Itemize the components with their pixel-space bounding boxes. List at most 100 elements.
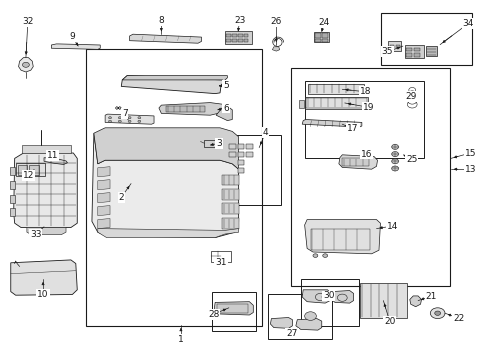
Polygon shape [98,206,110,216]
Bar [381,13,471,65]
Bar [413,48,419,51]
Text: 4: 4 [262,128,268,137]
Bar [204,140,215,147]
Bar [360,283,406,318]
Bar [406,53,411,57]
Bar [395,45,400,48]
Bar [413,53,419,57]
Bar [232,34,236,37]
Text: 9: 9 [69,32,75,41]
Polygon shape [19,58,33,72]
Polygon shape [295,319,321,330]
Polygon shape [11,260,77,295]
Text: 29: 29 [404,92,416,101]
Polygon shape [14,153,77,228]
Polygon shape [304,220,380,254]
Bar [267,294,331,339]
Polygon shape [216,104,232,121]
Text: 31: 31 [215,258,226,266]
Bar [290,68,449,286]
Polygon shape [10,195,15,203]
Text: 2: 2 [118,193,124,202]
Text: 18: 18 [359,87,371,96]
Text: 8: 8 [158,16,164,25]
Circle shape [108,117,111,119]
Polygon shape [409,296,421,307]
Polygon shape [98,180,110,190]
Polygon shape [302,290,331,303]
Polygon shape [92,133,238,238]
Polygon shape [228,144,235,149]
Text: 28: 28 [207,310,219,319]
Bar [404,45,424,58]
Bar [16,163,45,176]
Circle shape [128,117,131,119]
Text: 6: 6 [223,104,228,112]
Polygon shape [330,291,353,303]
Text: 22: 22 [452,314,464,323]
Bar [342,158,368,166]
Bar [310,229,369,250]
Bar [29,165,39,175]
Polygon shape [122,76,227,81]
Text: 15: 15 [464,149,475,158]
Text: 30: 30 [322,292,334,300]
Circle shape [138,117,141,119]
Polygon shape [44,158,67,165]
Polygon shape [270,318,292,328]
Text: 14: 14 [386,222,397,231]
Bar [322,39,327,42]
Bar [304,97,367,109]
Bar [232,39,236,42]
Bar [307,84,364,94]
Polygon shape [222,175,238,185]
Text: 13: 13 [464,165,475,174]
Circle shape [391,152,398,157]
Circle shape [391,166,398,171]
Polygon shape [98,219,110,229]
Circle shape [434,311,440,315]
Circle shape [322,254,327,257]
Polygon shape [159,103,224,115]
Circle shape [429,308,444,319]
Bar [315,33,321,38]
Text: 25: 25 [405,155,417,164]
Circle shape [108,120,111,122]
Bar [387,41,401,51]
Text: 35: 35 [381,48,392,57]
Polygon shape [237,144,244,149]
Text: 26: 26 [270,17,282,26]
Polygon shape [222,203,238,214]
Text: 23: 23 [233,16,245,25]
Bar [226,39,230,42]
Bar [211,292,255,331]
Text: 1: 1 [178,335,183,343]
Bar [426,46,436,56]
Circle shape [138,120,141,122]
Bar [226,34,230,37]
Bar [300,279,359,326]
Bar [389,45,393,48]
Bar [406,48,411,51]
Polygon shape [98,229,238,238]
Polygon shape [302,120,361,127]
Polygon shape [10,167,15,175]
Polygon shape [121,76,224,94]
Text: 34: 34 [462,19,473,28]
Polygon shape [27,228,66,235]
Bar [224,135,281,205]
Text: 20: 20 [383,317,395,326]
Text: 17: 17 [346,124,358,133]
Circle shape [391,144,398,149]
Polygon shape [338,155,377,169]
Text: 5: 5 [223,81,228,90]
Bar [299,100,303,108]
Text: 3: 3 [216,139,222,148]
Polygon shape [237,152,244,157]
Bar [244,34,248,37]
Polygon shape [237,160,244,165]
Polygon shape [222,189,238,200]
Polygon shape [222,218,238,229]
Bar [18,165,27,175]
Text: 33: 33 [30,230,41,239]
